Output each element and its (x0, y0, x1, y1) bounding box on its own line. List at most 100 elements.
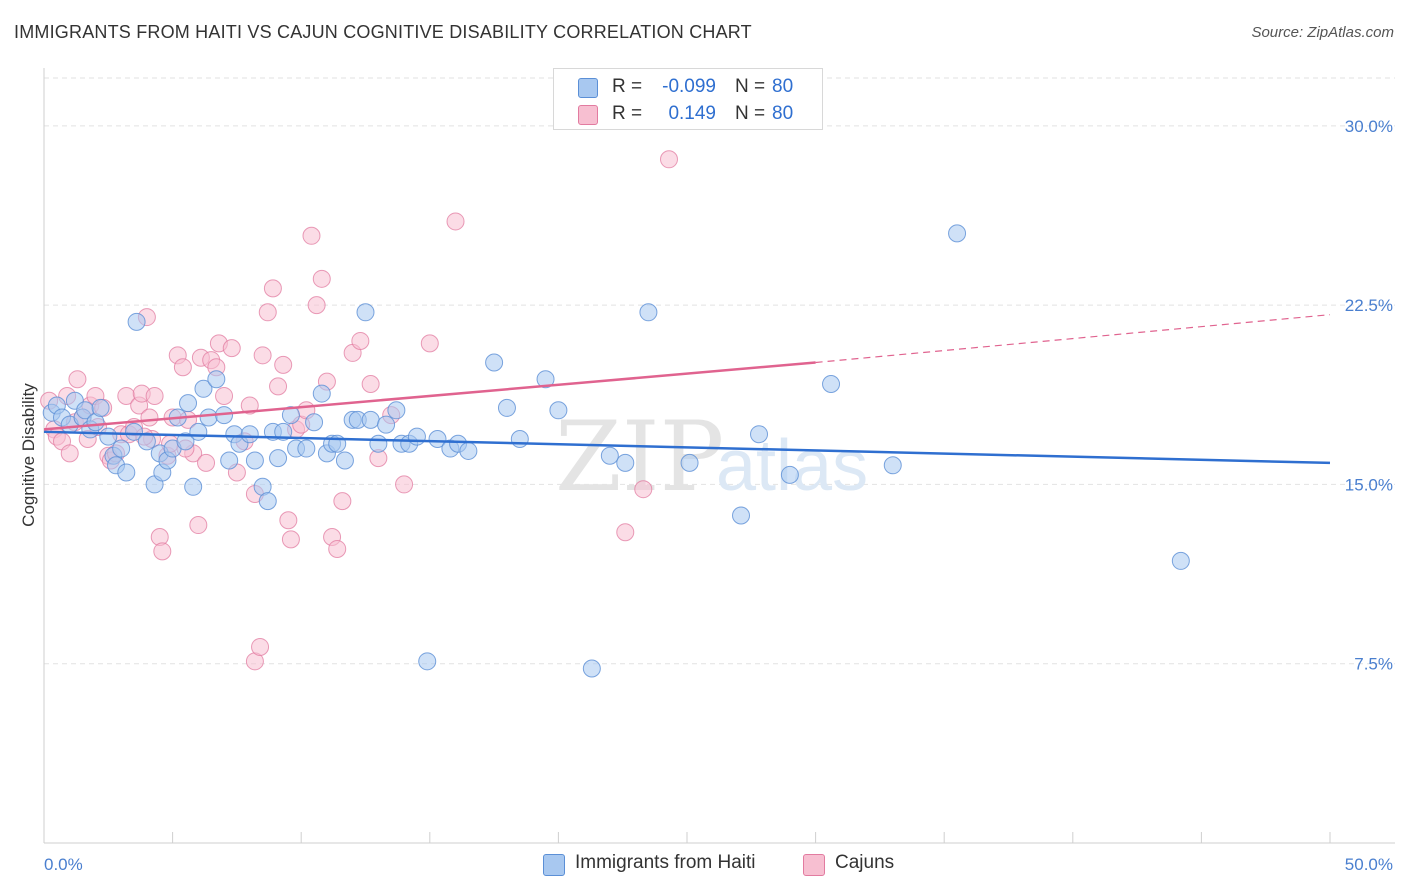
bottom-legend-swatch-cajun (803, 854, 825, 876)
legend-r-label: R = (612, 76, 643, 97)
haiti-trend-line (43, 430, 1331, 465)
cajun-point (281, 530, 300, 549)
bottom-legend-label-cajun: Cajuns (835, 852, 895, 873)
legend-n-label: N = (735, 103, 766, 124)
cajun-point (222, 339, 241, 358)
haiti-point (369, 434, 388, 453)
haiti-point (258, 492, 277, 511)
bottom-legend-label-haiti: Immigrants from Haiti (575, 852, 756, 873)
cajun-point (189, 516, 208, 535)
legend-swatch-haiti (578, 78, 598, 98)
haiti-point (428, 429, 447, 448)
legend-n-value: 80 (772, 103, 794, 124)
y-tick-label: 15.0% (1345, 475, 1393, 494)
watermark-atlas: atlas (716, 426, 868, 506)
tick-labels: 7.5% 15.0% 22.5% 30.0% 0.0% 50.0% (44, 117, 1393, 874)
cajun-trend-extension (815, 314, 1331, 364)
haiti-point (305, 413, 324, 432)
cajun-point (333, 492, 352, 511)
haiti-point (179, 394, 198, 413)
haiti-point (176, 432, 195, 451)
legend-row-cajun: R = 0.149 N = 80 (554, 101, 822, 127)
haiti-point (485, 353, 504, 372)
cajun-trend-line (43, 361, 816, 431)
haiti-point (189, 422, 208, 441)
haiti-point (207, 370, 226, 389)
cajun-point (173, 358, 192, 377)
haiti-point (600, 446, 619, 465)
haiti-point (220, 451, 239, 470)
cajun-point (659, 150, 678, 169)
haiti-point (750, 425, 769, 444)
haiti-point (361, 410, 380, 429)
legend-r-value: -0.099 (662, 76, 716, 97)
haiti-point (194, 379, 213, 398)
haiti-point (948, 224, 967, 243)
haiti-point (312, 384, 331, 403)
chart-title: IMMIGRANTS FROM HAITI VS CAJUN COGNITIVE… (14, 22, 752, 42)
haiti-point (822, 375, 841, 393)
cajun-point (240, 396, 259, 415)
cajun-point (258, 303, 277, 322)
series-haiti-points (42, 224, 1190, 678)
haiti-point (199, 408, 218, 427)
bottom-legend-swatch-haiti (543, 854, 565, 876)
cajun-point (153, 542, 172, 561)
haiti-point (639, 303, 658, 322)
y-tick-label: 30.0% (1345, 117, 1393, 136)
trend-lines (43, 314, 1331, 465)
haiti-point (387, 401, 406, 420)
cajun-point (251, 637, 270, 656)
legend-r-value: 0.149 (668, 103, 716, 124)
haiti-point (883, 456, 902, 475)
cajun-point (274, 355, 293, 374)
legend-n-label: N = (735, 76, 766, 97)
haiti-point (497, 398, 516, 417)
cajun-point (269, 377, 288, 396)
haiti-point (356, 303, 375, 322)
haiti-point (117, 463, 136, 482)
haiti-point (1171, 551, 1190, 570)
haiti-point (245, 451, 264, 470)
haiti-point (377, 415, 396, 434)
cajun-point (302, 226, 321, 245)
haiti-point (732, 506, 751, 525)
cajun-point (634, 480, 653, 499)
cajun-point (145, 386, 164, 405)
haiti-point (536, 370, 555, 389)
haiti-point (137, 432, 156, 451)
haiti-point (127, 312, 146, 331)
cajun-point (307, 296, 326, 315)
cajun-point (395, 475, 414, 494)
x-tick-label: 50.0% (1345, 855, 1393, 874)
cajun-point (312, 269, 331, 288)
legend-row-haiti: R = -0.099 N = 80 (554, 74, 822, 100)
cajun-point (197, 453, 216, 472)
cajun-point (215, 386, 234, 405)
axes (43, 68, 1395, 844)
cajun-point (351, 331, 370, 350)
haiti-point (274, 422, 293, 441)
haiti-point (549, 401, 568, 420)
legend-r-label: R = (612, 103, 643, 124)
y-axis-label: Cognitive Disability (19, 383, 38, 527)
haiti-point (125, 422, 144, 441)
cajun-point (328, 539, 347, 558)
haiti-point (269, 449, 288, 468)
haiti-point (281, 406, 300, 425)
haiti-point (780, 465, 799, 484)
source-label: Source: ZipAtlas.com (1251, 24, 1394, 41)
y-tick-label: 22.5% (1345, 296, 1393, 315)
cajun-point (361, 375, 380, 393)
haiti-point (184, 477, 203, 496)
haiti-point (510, 429, 529, 448)
haiti-point (582, 659, 601, 678)
haiti-point (680, 453, 699, 472)
cajun-point (616, 523, 635, 542)
cajun-point (279, 511, 298, 530)
cajun-point (60, 444, 79, 463)
cajun-point (263, 279, 282, 298)
cajun-point (140, 408, 159, 427)
haiti-point (297, 439, 316, 458)
haiti-point (91, 398, 110, 417)
